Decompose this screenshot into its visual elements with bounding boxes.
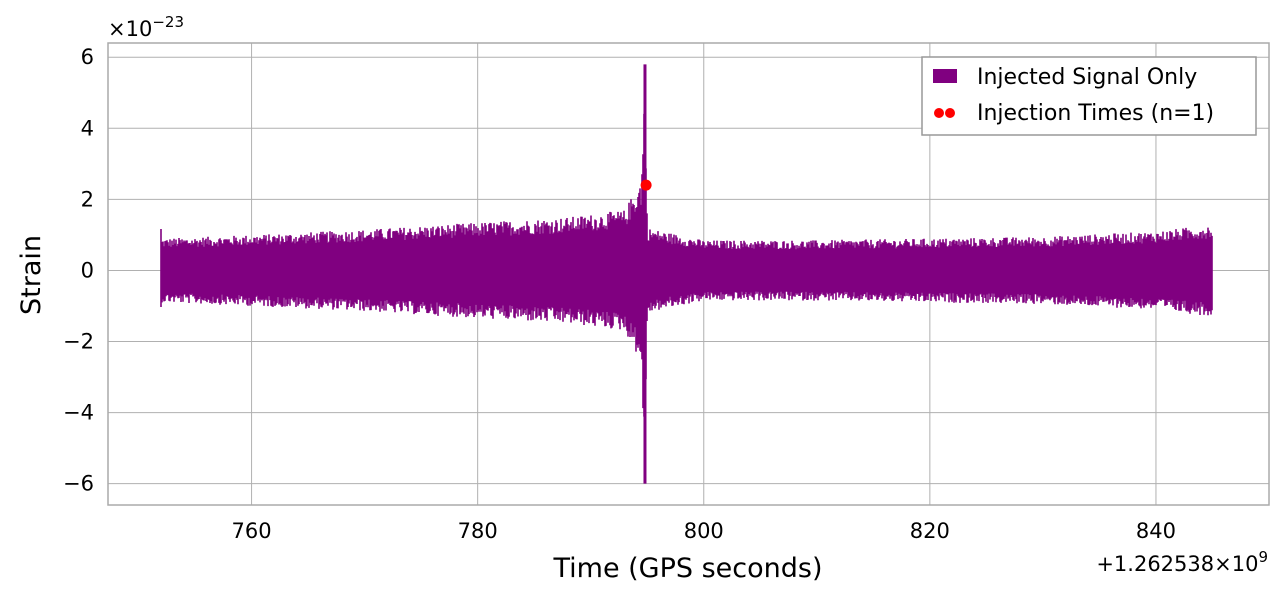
x-tick-label: 800 bbox=[684, 519, 724, 543]
legend-box bbox=[921, 56, 1257, 136]
y-axis-label: Strain bbox=[16, 235, 47, 315]
y-tick-label: −2 bbox=[63, 330, 94, 354]
legend-swatch-injected-signal bbox=[933, 69, 957, 83]
x-tick-label: 780 bbox=[458, 519, 498, 543]
x-offset-exponent: 9 bbox=[1258, 548, 1268, 566]
series-injected-signal bbox=[160, 83, 1213, 420]
x-offset-label: +1.262538×109 bbox=[1096, 548, 1268, 576]
x-axis-label: Time (GPS seconds) bbox=[552, 553, 822, 584]
y-scale-exponent: −23 bbox=[152, 13, 184, 31]
y-tick-label: 4 bbox=[81, 116, 94, 140]
y-tick-label: −6 bbox=[63, 472, 94, 496]
x-tick-label: 840 bbox=[1136, 519, 1176, 543]
x-tick-label: 820 bbox=[910, 519, 950, 543]
y-scale-multiplier: ×10−23 bbox=[108, 13, 184, 41]
y-tick-label: 2 bbox=[81, 187, 94, 211]
plot-frame bbox=[107, 42, 1270, 506]
tick-labels: 760 780 800 820 840 −6 −4 −2 0 2 4 6 bbox=[63, 45, 1176, 543]
legend-marker-injection-1 bbox=[934, 108, 944, 118]
legend-marker-injection-2 bbox=[945, 108, 955, 118]
x-tick-label: 760 bbox=[232, 519, 272, 543]
legend: Injected Signal Only Injection Times (n=… bbox=[921, 56, 1257, 136]
plot-series bbox=[160, 64, 1213, 484]
legend-label-injection-times: Injection Times (n=1) bbox=[977, 101, 1214, 126]
y-tick-label: −4 bbox=[63, 401, 94, 425]
injection-time-point bbox=[640, 179, 652, 191]
legend-label-injected-signal: Injected Signal Only bbox=[977, 65, 1197, 90]
y-tick-label: 6 bbox=[81, 45, 94, 69]
y-tick-label: 0 bbox=[81, 258, 94, 282]
